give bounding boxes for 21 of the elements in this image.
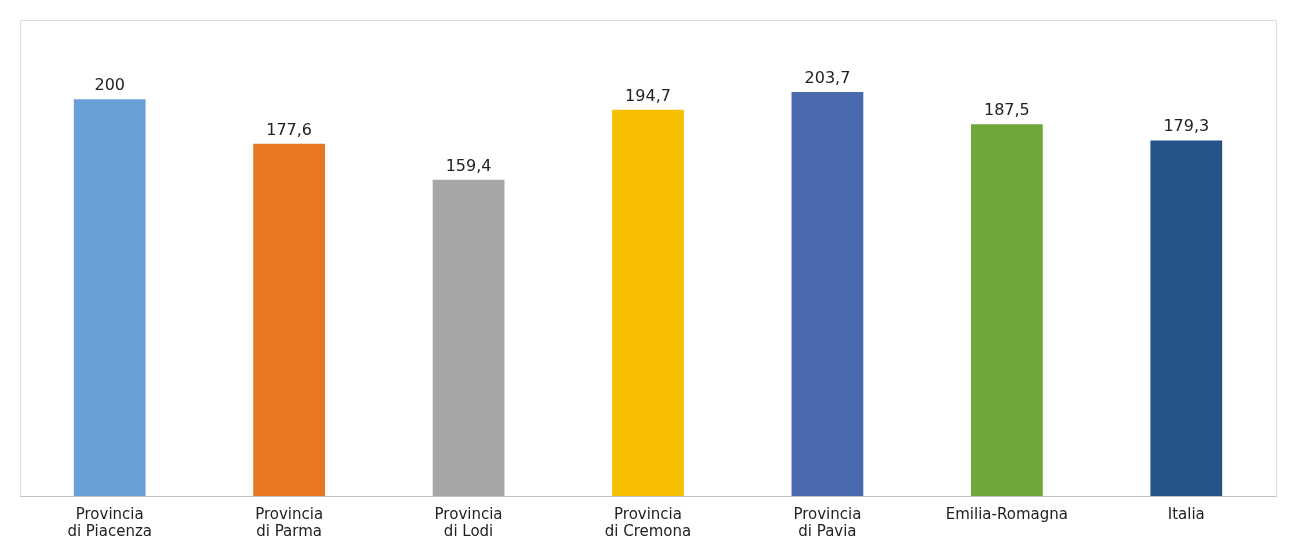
x-tick-label: Italia xyxy=(1167,504,1205,523)
x-tick-label: Provincia di Pavia xyxy=(793,504,862,540)
data-label: 179,3 xyxy=(1163,116,1210,136)
bar xyxy=(612,109,684,496)
x-tick-label: Emilia-Romagna xyxy=(945,504,1068,523)
data-label: 187,5 xyxy=(983,100,1030,120)
data-label: 194,7 xyxy=(625,85,671,105)
bar xyxy=(253,143,326,496)
bar xyxy=(1150,140,1223,496)
bar xyxy=(970,124,1043,496)
data-label: 203,7 xyxy=(804,67,851,87)
data-label: 177,6 xyxy=(266,119,313,139)
bar xyxy=(73,99,146,496)
data-label: 200 xyxy=(94,75,125,95)
x-tick-label: Provincia di Piacenza xyxy=(67,504,153,540)
x-tick-label: Provincia di Cremona xyxy=(604,504,692,540)
bar xyxy=(432,179,505,496)
x-tick-label: Provincia di Parma xyxy=(255,504,324,540)
x-tick-label: Provincia di Lodi xyxy=(434,504,503,540)
data-label: 159,4 xyxy=(445,155,492,175)
bar xyxy=(791,92,864,496)
